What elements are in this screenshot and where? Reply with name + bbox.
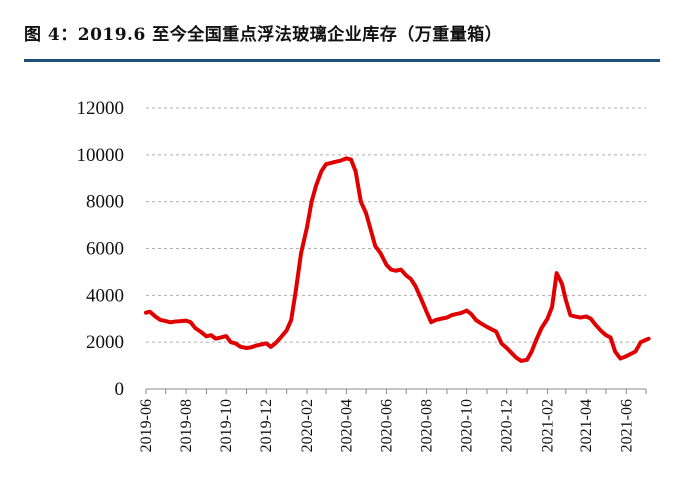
y-tick-label: 4000 [86, 285, 124, 306]
gridlines [146, 107, 646, 343]
figure-header: 图 4：2019.6 至今全国重点浮法玻璃企业库存（万重量箱） [24, 0, 660, 64]
x-tick-label: 2020-08 [419, 399, 436, 452]
x-tick-label: 2020-06 [378, 399, 395, 452]
y-axis-tick-labels: 0 2000 4000 6000 8000 10000 12000 [77, 98, 125, 400]
title-underline [24, 59, 660, 62]
x-tick-label: 2020-12 [499, 399, 516, 452]
x-tick-label: 2019-06 [138, 399, 155, 452]
x-tick-label: 2021-04 [578, 399, 595, 452]
series-line [144, 156, 651, 363]
x-tick-label: 2019-08 [178, 399, 195, 452]
y-tick-label: 10000 [77, 145, 125, 166]
y-tick-label: 8000 [86, 192, 124, 213]
x-tick-label: 2019-12 [258, 399, 275, 452]
axes [145, 388, 647, 394]
y-tick-label: 2000 [86, 332, 124, 353]
y-tick-label: 12000 [77, 98, 125, 119]
figure-title: 图 4：2019.6 至今全国重点浮法玻璃企业库存（万重量箱） [24, 25, 503, 45]
x-tick-label: 2020-02 [299, 399, 316, 452]
y-tick-label: 6000 [86, 239, 124, 260]
x-tick-label: 2020-04 [338, 399, 355, 452]
series-layer [144, 156, 651, 363]
y-tick-label: 0 [115, 379, 125, 400]
x-tick-label: 2019-10 [218, 399, 235, 452]
x-axis-tick-labels: 2019-06 2019-08 2019-10 2019-12 2020-02 2020-… [138, 399, 635, 452]
x-tick-label: 2021-06 [618, 399, 635, 452]
x-tick-label: 2020-10 [459, 399, 476, 452]
x-tick-label: 2021-02 [539, 399, 556, 452]
